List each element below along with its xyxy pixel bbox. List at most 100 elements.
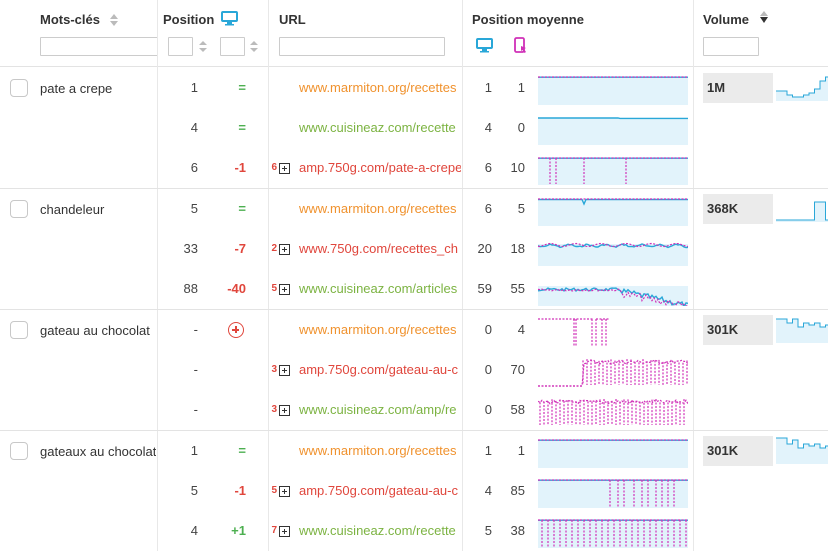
avg-position-desktop: 0 [484, 322, 492, 337]
position-change: -1 [234, 160, 246, 175]
volume-sparkline [776, 434, 828, 464]
avg-position-desktop: 0 [484, 402, 492, 417]
position-change: = [238, 120, 246, 135]
position-value: 4 [190, 120, 198, 135]
position-value: 33 [183, 241, 198, 256]
avg-position-desktop: 59 [477, 281, 492, 296]
url-link[interactable]: amp.750g.com/pate-a-crepe [299, 160, 461, 175]
url-link[interactable]: www.marmiton.org/recettes [299, 322, 457, 337]
position-value: 88 [183, 281, 198, 296]
desktop-icon [221, 11, 238, 26]
url-link[interactable]: www.750g.com/recettes_ch [299, 241, 458, 256]
url-link[interactable]: www.marmiton.org/recettes [299, 443, 457, 458]
header-url[interactable]: URL [279, 12, 306, 27]
position-sparkline [538, 75, 688, 105]
position-sparkline [538, 518, 688, 548]
position-max-stepper[interactable] [250, 39, 258, 55]
keyword-text: gateaux au chocolat [40, 444, 156, 459]
position-sparkline [538, 196, 688, 226]
row-checkbox[interactable] [10, 321, 28, 339]
url-count-badge: 3 [271, 364, 277, 375]
avg-position-mobile: 38 [510, 523, 525, 538]
url-link[interactable]: amp.750g.com/gateau-au-c [299, 362, 458, 377]
expand-icon[interactable] [279, 163, 290, 174]
volume-value: 1M [703, 73, 773, 103]
expand-icon[interactable] [279, 284, 290, 295]
avg-position-mobile: 70 [510, 362, 525, 377]
position-sparkline [538, 438, 688, 468]
url-count-badge: 5 [271, 485, 277, 496]
header-avg-position[interactable]: Position moyenne [472, 12, 584, 27]
row-divider [0, 188, 828, 189]
avg-position-desktop: 5 [484, 523, 492, 538]
url-link[interactable]: amp.750g.com/gateau-au-c [299, 483, 458, 498]
row-checkbox[interactable] [10, 200, 28, 218]
table-header: Mots-clés Position URL Position moyenne … [0, 0, 828, 67]
position-value: 6 [190, 160, 198, 175]
avg-position-desktop: 6 [484, 160, 492, 175]
position-value: 1 [190, 80, 198, 95]
avg-position-desktop: 1 [484, 443, 492, 458]
sort-keywords-icon[interactable] [110, 12, 118, 28]
keyword-filter-input[interactable] [40, 37, 158, 56]
sort-volume-icon[interactable] [760, 11, 768, 23]
position-value: 5 [190, 483, 198, 498]
avg-position-mobile: 5 [517, 201, 525, 216]
row-checkbox[interactable] [10, 79, 28, 97]
position-sparkline [538, 115, 688, 145]
header-keywords[interactable]: Mots-clés [40, 12, 100, 27]
position-change: +1 [231, 523, 246, 538]
url-count-badge: 5 [271, 283, 277, 294]
header-position[interactable]: Position [163, 12, 215, 27]
header-volume[interactable]: Volume [703, 12, 749, 27]
url-count-badge: 3 [271, 404, 277, 415]
position-value: - [193, 322, 198, 337]
position-change: -7 [234, 241, 246, 256]
avg-position-desktop: 4 [484, 120, 492, 135]
position-sparkline [537, 276, 689, 309]
position-value: - [193, 362, 198, 377]
avg-position-desktop: 1 [484, 80, 492, 95]
new-entry-icon [228, 322, 244, 338]
expand-icon[interactable] [279, 526, 290, 537]
row-divider [0, 309, 828, 310]
url-link[interactable]: www.cuisineaz.com/articles [299, 281, 458, 296]
avg-position-mobile: 18 [510, 241, 525, 256]
avg-position-mobile: 1 [517, 80, 525, 95]
position-min-input[interactable] [168, 37, 193, 56]
avg-position-desktop: 6 [484, 201, 492, 216]
avg-position-mobile: 0 [517, 120, 525, 135]
url-link[interactable]: www.marmiton.org/recettes [299, 201, 457, 216]
url-link[interactable]: www.cuisineaz.com/recette [299, 523, 456, 538]
mobile-icon [514, 37, 526, 53]
row-divider [0, 430, 828, 431]
position-change: = [238, 80, 246, 95]
url-count-badge: 2 [271, 243, 277, 254]
url-count-badge: 6 [271, 162, 277, 173]
position-max-input[interactable] [220, 37, 245, 56]
volume-value: 301K [703, 436, 773, 466]
keyword-text: chandeleur [40, 202, 105, 217]
expand-icon[interactable] [279, 244, 290, 255]
volume-filter-input[interactable] [703, 37, 759, 56]
url-link[interactable]: www.cuisineaz.com/amp/re [299, 402, 457, 417]
expand-icon[interactable] [279, 486, 290, 497]
keyword-text: pate a crepe [40, 81, 113, 96]
position-value: 4 [190, 523, 198, 538]
volume-sparkline [776, 192, 828, 222]
volume-sparkline [776, 71, 828, 101]
position-change: = [238, 443, 246, 458]
position-change: -1 [234, 483, 246, 498]
url-link[interactable]: www.cuisineaz.com/recette [299, 120, 456, 135]
position-sparkline [538, 317, 688, 347]
avg-position-desktop: 20 [477, 241, 492, 256]
position-min-stepper[interactable] [199, 39, 207, 55]
url-link[interactable]: www.marmiton.org/recettes [299, 80, 457, 95]
avg-position-mobile: 55 [510, 281, 525, 296]
expand-icon[interactable] [279, 365, 290, 376]
avg-position-mobile: 58 [510, 402, 525, 417]
url-filter-input[interactable] [279, 37, 445, 56]
expand-icon[interactable] [279, 405, 290, 416]
row-checkbox[interactable] [10, 442, 28, 460]
avg-position-mobile: 85 [510, 483, 525, 498]
